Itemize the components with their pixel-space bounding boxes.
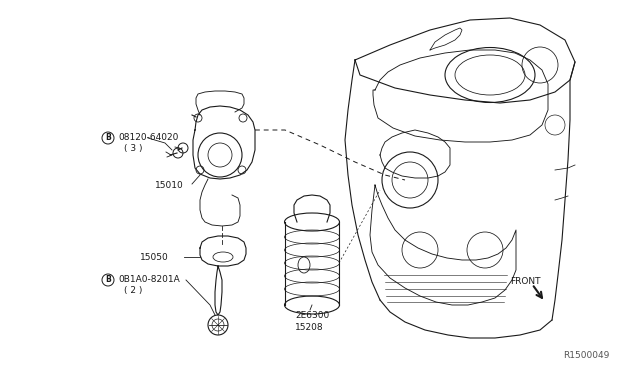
- Text: 15050: 15050: [140, 253, 169, 262]
- Text: 15208: 15208: [295, 324, 324, 333]
- Text: B: B: [105, 134, 111, 142]
- Text: ( 3 ): ( 3 ): [124, 144, 143, 153]
- Text: ( 2 ): ( 2 ): [124, 285, 142, 295]
- Text: 2E6300: 2E6300: [295, 311, 329, 320]
- Text: 15010: 15010: [155, 180, 184, 189]
- Text: 08120-64020: 08120-64020: [118, 134, 179, 142]
- Text: R1500049: R1500049: [564, 352, 610, 360]
- Text: FRONT: FRONT: [510, 278, 541, 286]
- Text: B: B: [105, 276, 111, 285]
- Text: 0B1A0-8201A: 0B1A0-8201A: [118, 276, 180, 285]
